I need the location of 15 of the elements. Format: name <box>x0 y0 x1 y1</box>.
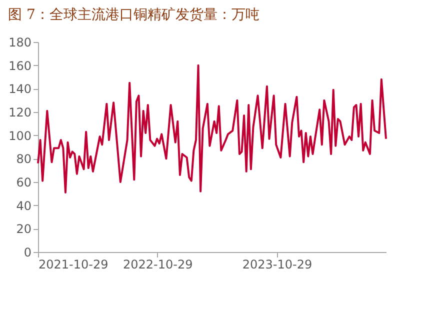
line-series <box>37 64 387 194</box>
y-tick-label: 60 <box>16 176 32 190</box>
y-tick-label: 180 <box>8 36 32 50</box>
y-tick-label: 80 <box>16 152 32 166</box>
chart-title: 图 7：全球主流港口铜精矿发货量：万吨 <box>8 7 260 23</box>
y-tick-label: 20 <box>16 222 32 236</box>
x-tick-label: 2023-10-29 <box>242 258 312 272</box>
x-tick-label: 2022-10-29 <box>123 258 193 272</box>
y-tick-label: 140 <box>8 82 32 96</box>
y-tick-label: 40 <box>16 198 32 213</box>
y-tick-label: 0 <box>24 246 32 260</box>
y-tick-label: 100 <box>8 128 32 143</box>
y-tick-label: 120 <box>8 106 32 120</box>
x-tick-label: 2021-10-29 <box>38 258 108 272</box>
y-tick-label: 160 <box>8 58 32 73</box>
